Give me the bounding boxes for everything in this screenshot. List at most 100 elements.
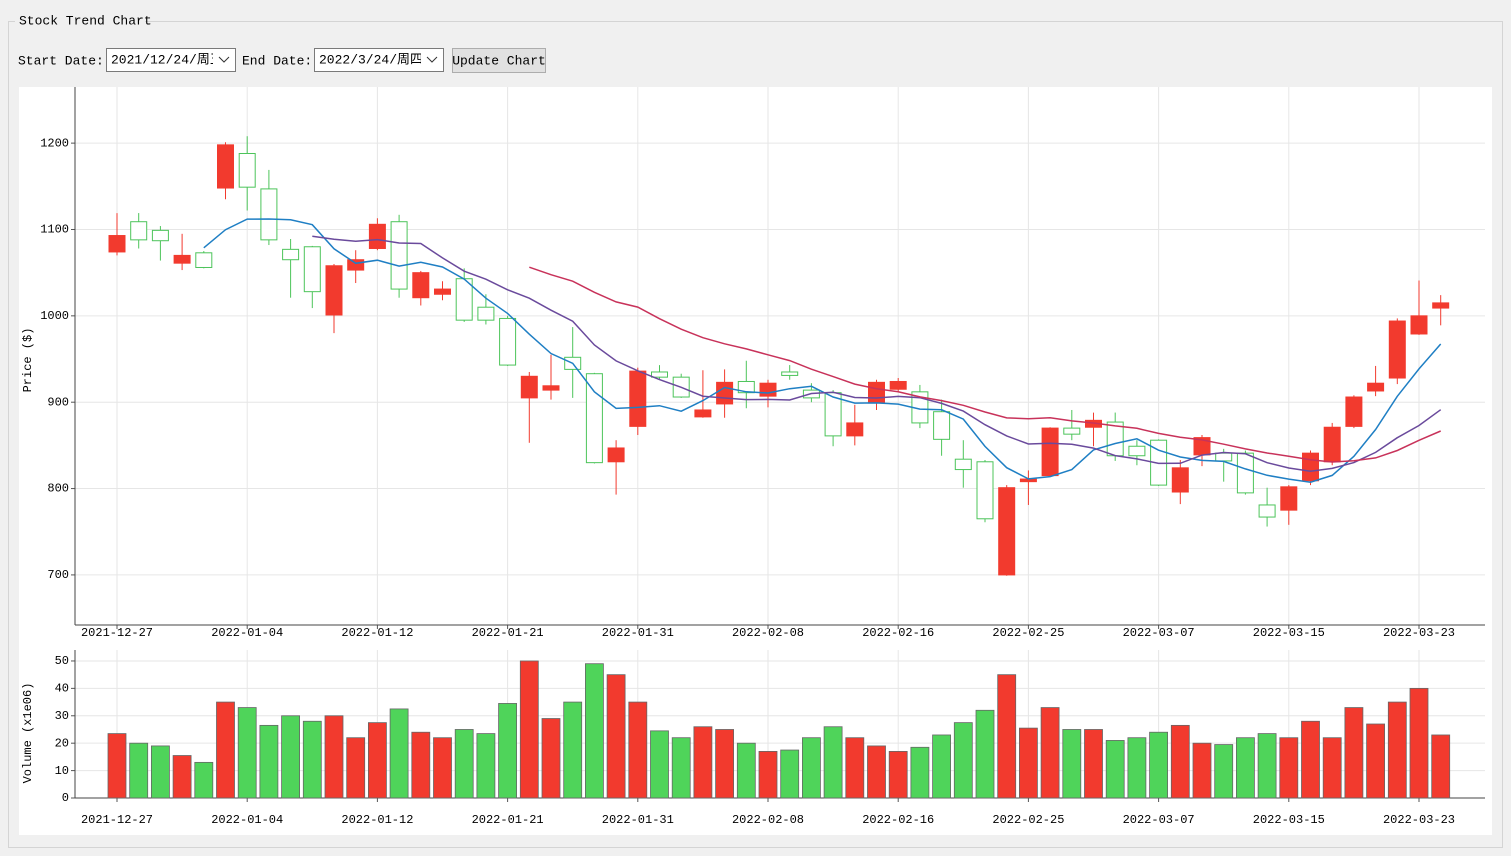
y-tick-label: 30 — [55, 709, 69, 723]
x-tick-label: 2022-02-16 — [862, 626, 934, 640]
candle-body — [629, 370, 647, 427]
volume-bar — [650, 730, 669, 799]
candle-body — [238, 152, 256, 188]
candle-body — [868, 381, 885, 404]
volume-bar — [1040, 707, 1060, 799]
moving-average-line — [203, 218, 1442, 483]
y-tick-label: 1200 — [40, 136, 69, 150]
volume-bar — [1062, 729, 1082, 799]
end-date-arrow[interactable] — [426, 56, 438, 63]
x-tick-label: 2022-03-15 — [1253, 813, 1325, 827]
candle-body — [303, 246, 321, 293]
volume-bar — [454, 729, 474, 799]
volume-bar — [1236, 737, 1255, 799]
volume-bar — [519, 660, 539, 799]
candle-body — [1367, 382, 1385, 392]
candle-body — [1041, 427, 1059, 477]
candle-body — [282, 248, 300, 261]
x-tick-label: 2022-02-25 — [992, 626, 1064, 640]
end-date-value[interactable]: 2022/3/24/周四 — [319, 52, 423, 67]
volume-bar — [758, 751, 778, 799]
volume-bar — [780, 749, 800, 799]
candle-body — [1345, 396, 1363, 427]
plots: 2021-12-27 2022-01-04 2022-01-12 2022-01-21… — [21, 87, 1485, 827]
start-date-value[interactable]: 2021/12/24/周五 — [111, 52, 223, 67]
volume-bar — [1366, 723, 1385, 799]
moving-average-line — [529, 266, 1441, 463]
volume-bar — [1149, 731, 1168, 799]
volume-bar — [1322, 737, 1342, 799]
y-tick-label: 40 — [55, 682, 69, 696]
x-tick-label: 2022-03-07 — [1123, 813, 1195, 827]
candle-body — [173, 254, 191, 264]
start-date-arrow-bg[interactable] — [213, 50, 234, 70]
candle-body — [130, 221, 148, 241]
volume-bar — [1301, 720, 1320, 799]
x-tick-label: 2022-01-31 — [602, 626, 674, 640]
x-tick-label: 2022-01-04 — [211, 813, 283, 827]
candle-body — [347, 259, 365, 271]
candle-body — [1063, 427, 1081, 435]
volume-bar — [1279, 737, 1299, 799]
x-tick-label: 2021-12-27 — [81, 813, 153, 827]
candle-body — [542, 385, 560, 391]
volume-bar — [1257, 733, 1277, 799]
volume-bar — [715, 729, 734, 799]
volume-bar — [867, 745, 886, 799]
x-tick-label: 2022-02-25 — [992, 813, 1064, 827]
volume-bar — [129, 742, 149, 799]
candle-body — [217, 144, 234, 189]
candle-body — [499, 317, 517, 366]
x-tick-label: 2022-01-31 — [602, 813, 674, 827]
end-date-arrow-bg[interactable] — [421, 50, 442, 70]
volume-bar — [324, 715, 344, 799]
start-date-box[interactable] — [106, 48, 236, 72]
candle-body — [1215, 452, 1233, 462]
candle-body — [1410, 315, 1428, 335]
group-title-bg — [15, 12, 145, 30]
candle-body — [260, 188, 278, 241]
volume-bar — [389, 708, 409, 799]
x-tick-label: 2022-03-07 — [1123, 626, 1195, 640]
volume-bar — [237, 707, 257, 799]
volume-bar — [302, 720, 322, 799]
candle-body — [759, 382, 777, 397]
volume-bar — [411, 731, 431, 799]
volume-bar — [150, 745, 170, 799]
y-axis-label: Volume (x1e06) — [21, 683, 35, 784]
end-date-picker[interactable]: 2022/3/24/周四 — [314, 48, 444, 72]
y-axis-label: Price ($) — [21, 328, 35, 393]
volume-bar — [845, 737, 865, 799]
start-date-arrow[interactable] — [218, 56, 230, 63]
volume-bar — [585, 663, 604, 799]
x-tick-label: 2022-02-08 — [732, 626, 804, 640]
volume-bar — [346, 737, 366, 799]
candle-body — [737, 380, 755, 394]
y-tick-label: 0 — [62, 791, 69, 805]
end-date-box[interactable] — [314, 48, 444, 72]
x-tick-label: 2021-12-27 — [81, 626, 153, 640]
volume-bar — [1192, 742, 1212, 799]
start-date-picker[interactable]: 2021/12/24/周五 — [106, 48, 236, 72]
volume-bar — [216, 701, 235, 799]
volume-bar — [802, 737, 821, 799]
volume-bar — [498, 703, 518, 799]
candle-body — [846, 422, 864, 437]
volume-bar — [693, 726, 713, 799]
volume-bar — [1170, 724, 1190, 799]
y-tick-label: 700 — [47, 568, 69, 582]
x-tick-label: 2022-01-12 — [341, 813, 413, 827]
volume-bar — [194, 761, 214, 799]
candle-body — [1432, 302, 1450, 309]
update-button-label[interactable]: Update Chart — [452, 53, 546, 68]
volume-bar — [541, 718, 561, 799]
volume-bar — [367, 722, 387, 799]
candle-body — [889, 380, 907, 390]
y-tick-label: 1100 — [40, 223, 69, 237]
update-button[interactable] — [452, 48, 546, 73]
candle-body — [325, 265, 343, 316]
volume-bar — [1409, 687, 1429, 799]
candle-body — [1128, 445, 1146, 457]
volume-bar — [1431, 734, 1451, 799]
x-tick-label: 2022-01-12 — [341, 626, 413, 640]
